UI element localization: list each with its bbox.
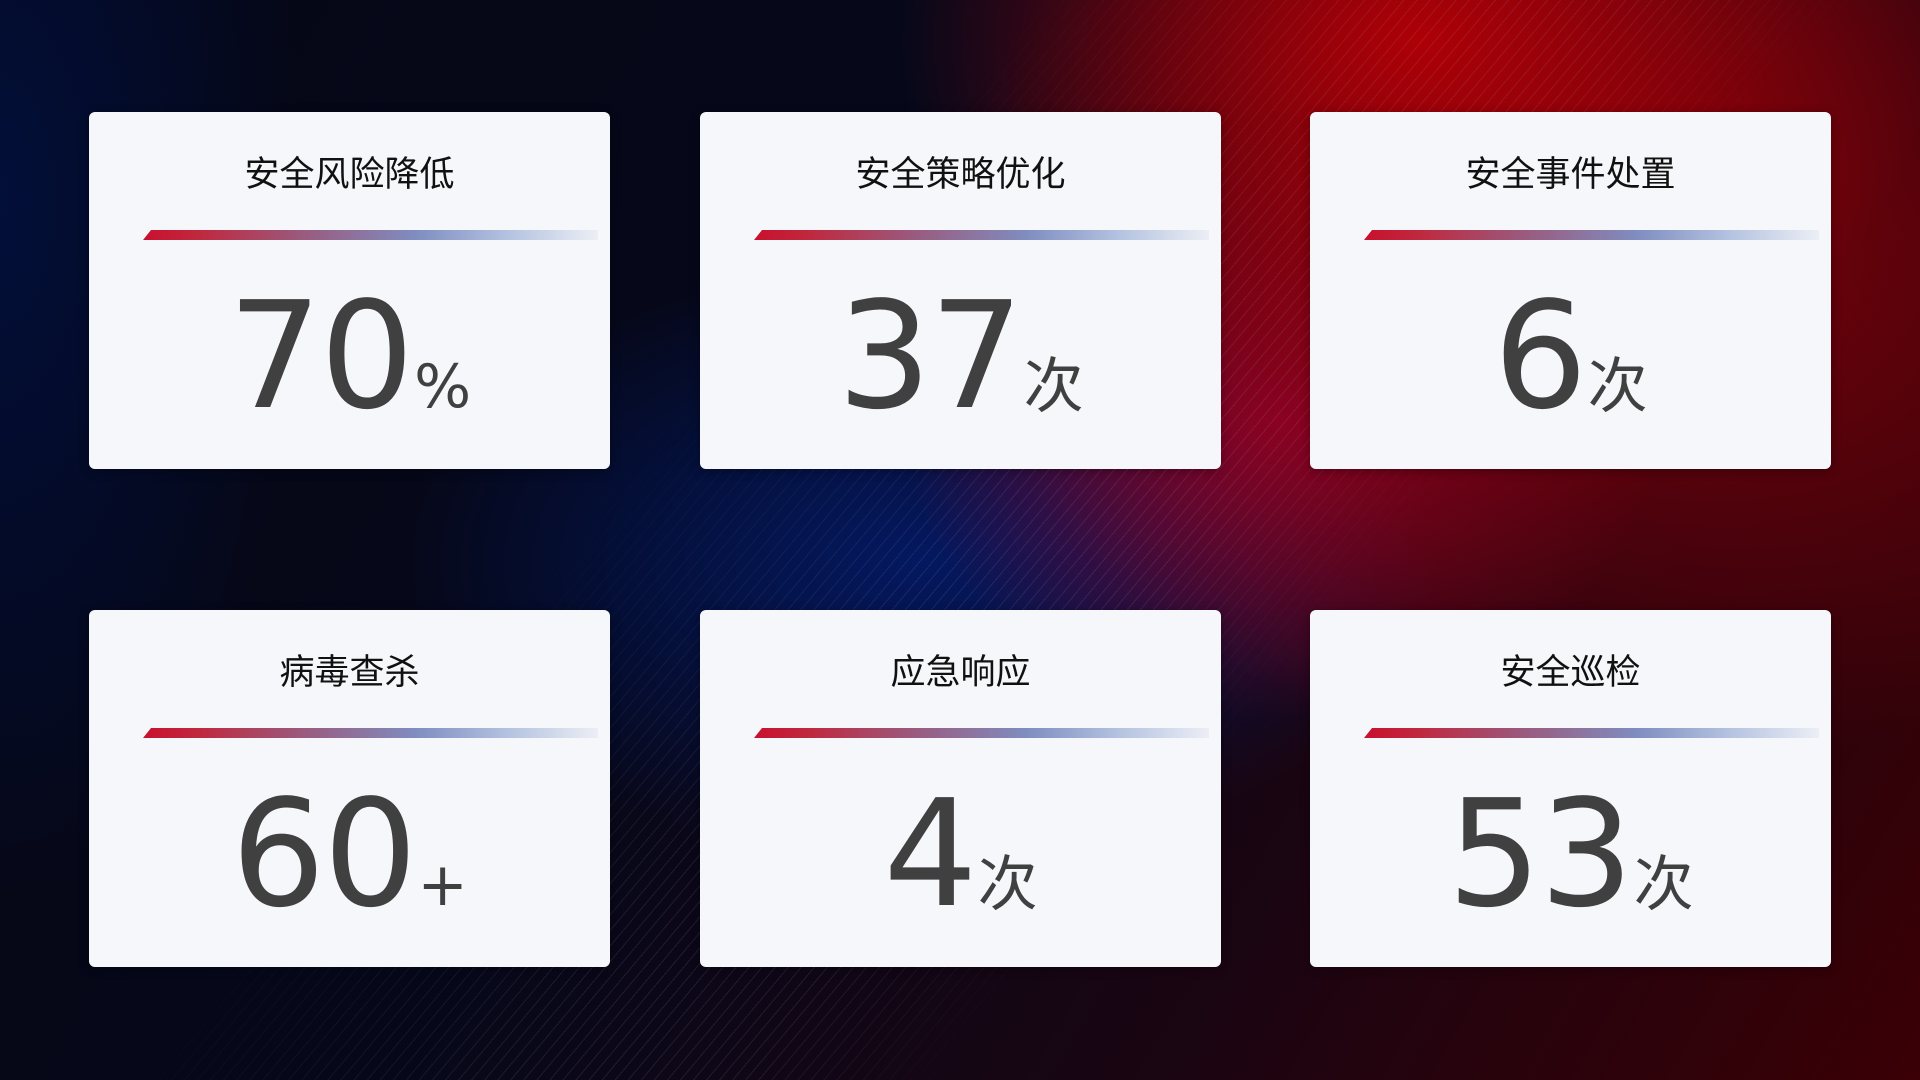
value-unit: 次 bbox=[977, 850, 1038, 920]
stat-card-security-inspection: 安全巡检 53次 bbox=[1310, 610, 1831, 967]
value-number: 4 bbox=[883, 768, 977, 940]
card-value: 4次 bbox=[700, 780, 1221, 928]
stat-card-emergency-response: 应急响应 4次 bbox=[700, 610, 1221, 967]
value-number: 37 bbox=[837, 270, 1023, 442]
card-title: 安全巡检 bbox=[1500, 653, 1641, 693]
card-title: 应急响应 bbox=[890, 653, 1031, 693]
card-value: 37次 bbox=[700, 282, 1221, 430]
stat-card-virus-removal: 病毒查杀 60+ bbox=[89, 610, 610, 967]
value-unit: + bbox=[417, 850, 468, 920]
value-number: 60 bbox=[231, 768, 417, 940]
card-title: 病毒查杀 bbox=[279, 653, 420, 693]
card-title: 安全事件处置 bbox=[1465, 155, 1676, 195]
card-value: 70% bbox=[89, 282, 610, 430]
stat-card-incident-handling: 安全事件处置 6次 bbox=[1310, 112, 1831, 469]
stat-card-risk-reduction: 安全风险降低 70% bbox=[89, 112, 610, 469]
card-value: 53次 bbox=[1310, 780, 1831, 928]
value-unit: 次 bbox=[1023, 352, 1084, 422]
value-number: 53 bbox=[1447, 768, 1633, 940]
gradient-divider bbox=[754, 230, 1209, 240]
value-number: 70 bbox=[227, 270, 414, 442]
value-unit: % bbox=[414, 352, 472, 422]
value-number: 6 bbox=[1493, 270, 1587, 442]
gradient-divider bbox=[1364, 230, 1819, 240]
value-unit: 次 bbox=[1587, 352, 1648, 422]
gradient-divider bbox=[1364, 728, 1819, 738]
card-title: 安全风险降低 bbox=[244, 155, 455, 195]
card-value: 60+ bbox=[89, 780, 610, 928]
card-title: 安全策略优化 bbox=[855, 155, 1066, 195]
gradient-divider bbox=[143, 728, 598, 738]
gradient-divider bbox=[143, 230, 598, 240]
value-unit: 次 bbox=[1633, 850, 1694, 920]
card-value: 6次 bbox=[1310, 282, 1831, 430]
stat-card-policy-optimization: 安全策略优化 37次 bbox=[700, 112, 1221, 469]
gradient-divider bbox=[754, 728, 1209, 738]
